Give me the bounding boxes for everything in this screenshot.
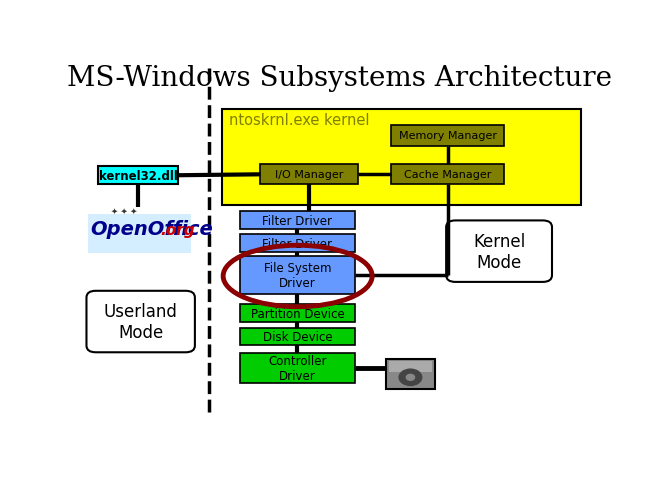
- Text: Cache Manager: Cache Manager: [404, 170, 491, 180]
- FancyBboxPatch shape: [239, 328, 355, 345]
- FancyBboxPatch shape: [86, 291, 195, 352]
- Text: .org: .org: [160, 223, 194, 238]
- FancyBboxPatch shape: [386, 359, 435, 389]
- Text: OpenOffice: OpenOffice: [91, 220, 213, 239]
- Text: kernel32.dll: kernel32.dll: [99, 169, 178, 182]
- Text: Controller
Driver: Controller Driver: [268, 354, 327, 383]
- Text: ✦ ✦ ✦: ✦ ✦ ✦: [111, 206, 137, 215]
- FancyBboxPatch shape: [239, 256, 355, 295]
- Text: Memory Manager: Memory Manager: [398, 131, 497, 141]
- FancyBboxPatch shape: [221, 109, 581, 205]
- Text: Disk Device: Disk Device: [263, 330, 332, 343]
- Text: Kernel
Mode: Kernel Mode: [473, 232, 525, 271]
- FancyBboxPatch shape: [88, 215, 191, 253]
- FancyBboxPatch shape: [391, 126, 505, 146]
- FancyBboxPatch shape: [239, 353, 355, 384]
- Text: Filter Driver: Filter Driver: [263, 237, 332, 250]
- Text: I/O Manager: I/O Manager: [274, 170, 343, 180]
- Text: ntoskrnl.exe kernel: ntoskrnl.exe kernel: [229, 113, 370, 128]
- FancyBboxPatch shape: [389, 361, 432, 372]
- FancyBboxPatch shape: [239, 305, 355, 322]
- Text: File System
Driver: File System Driver: [264, 262, 331, 289]
- Text: Userland
Mode: Userland Mode: [103, 302, 178, 341]
- FancyBboxPatch shape: [98, 167, 178, 185]
- FancyBboxPatch shape: [391, 165, 505, 185]
- FancyBboxPatch shape: [446, 221, 552, 282]
- FancyBboxPatch shape: [239, 212, 355, 229]
- Text: Partition Device: Partition Device: [251, 307, 344, 320]
- Text: MS-Windows Subsystems Architecture: MS-Windows Subsystems Architecture: [67, 64, 613, 91]
- FancyBboxPatch shape: [239, 235, 355, 252]
- FancyBboxPatch shape: [260, 165, 358, 185]
- Text: Filter Driver: Filter Driver: [263, 214, 332, 227]
- Circle shape: [399, 370, 422, 385]
- Circle shape: [406, 374, 414, 381]
